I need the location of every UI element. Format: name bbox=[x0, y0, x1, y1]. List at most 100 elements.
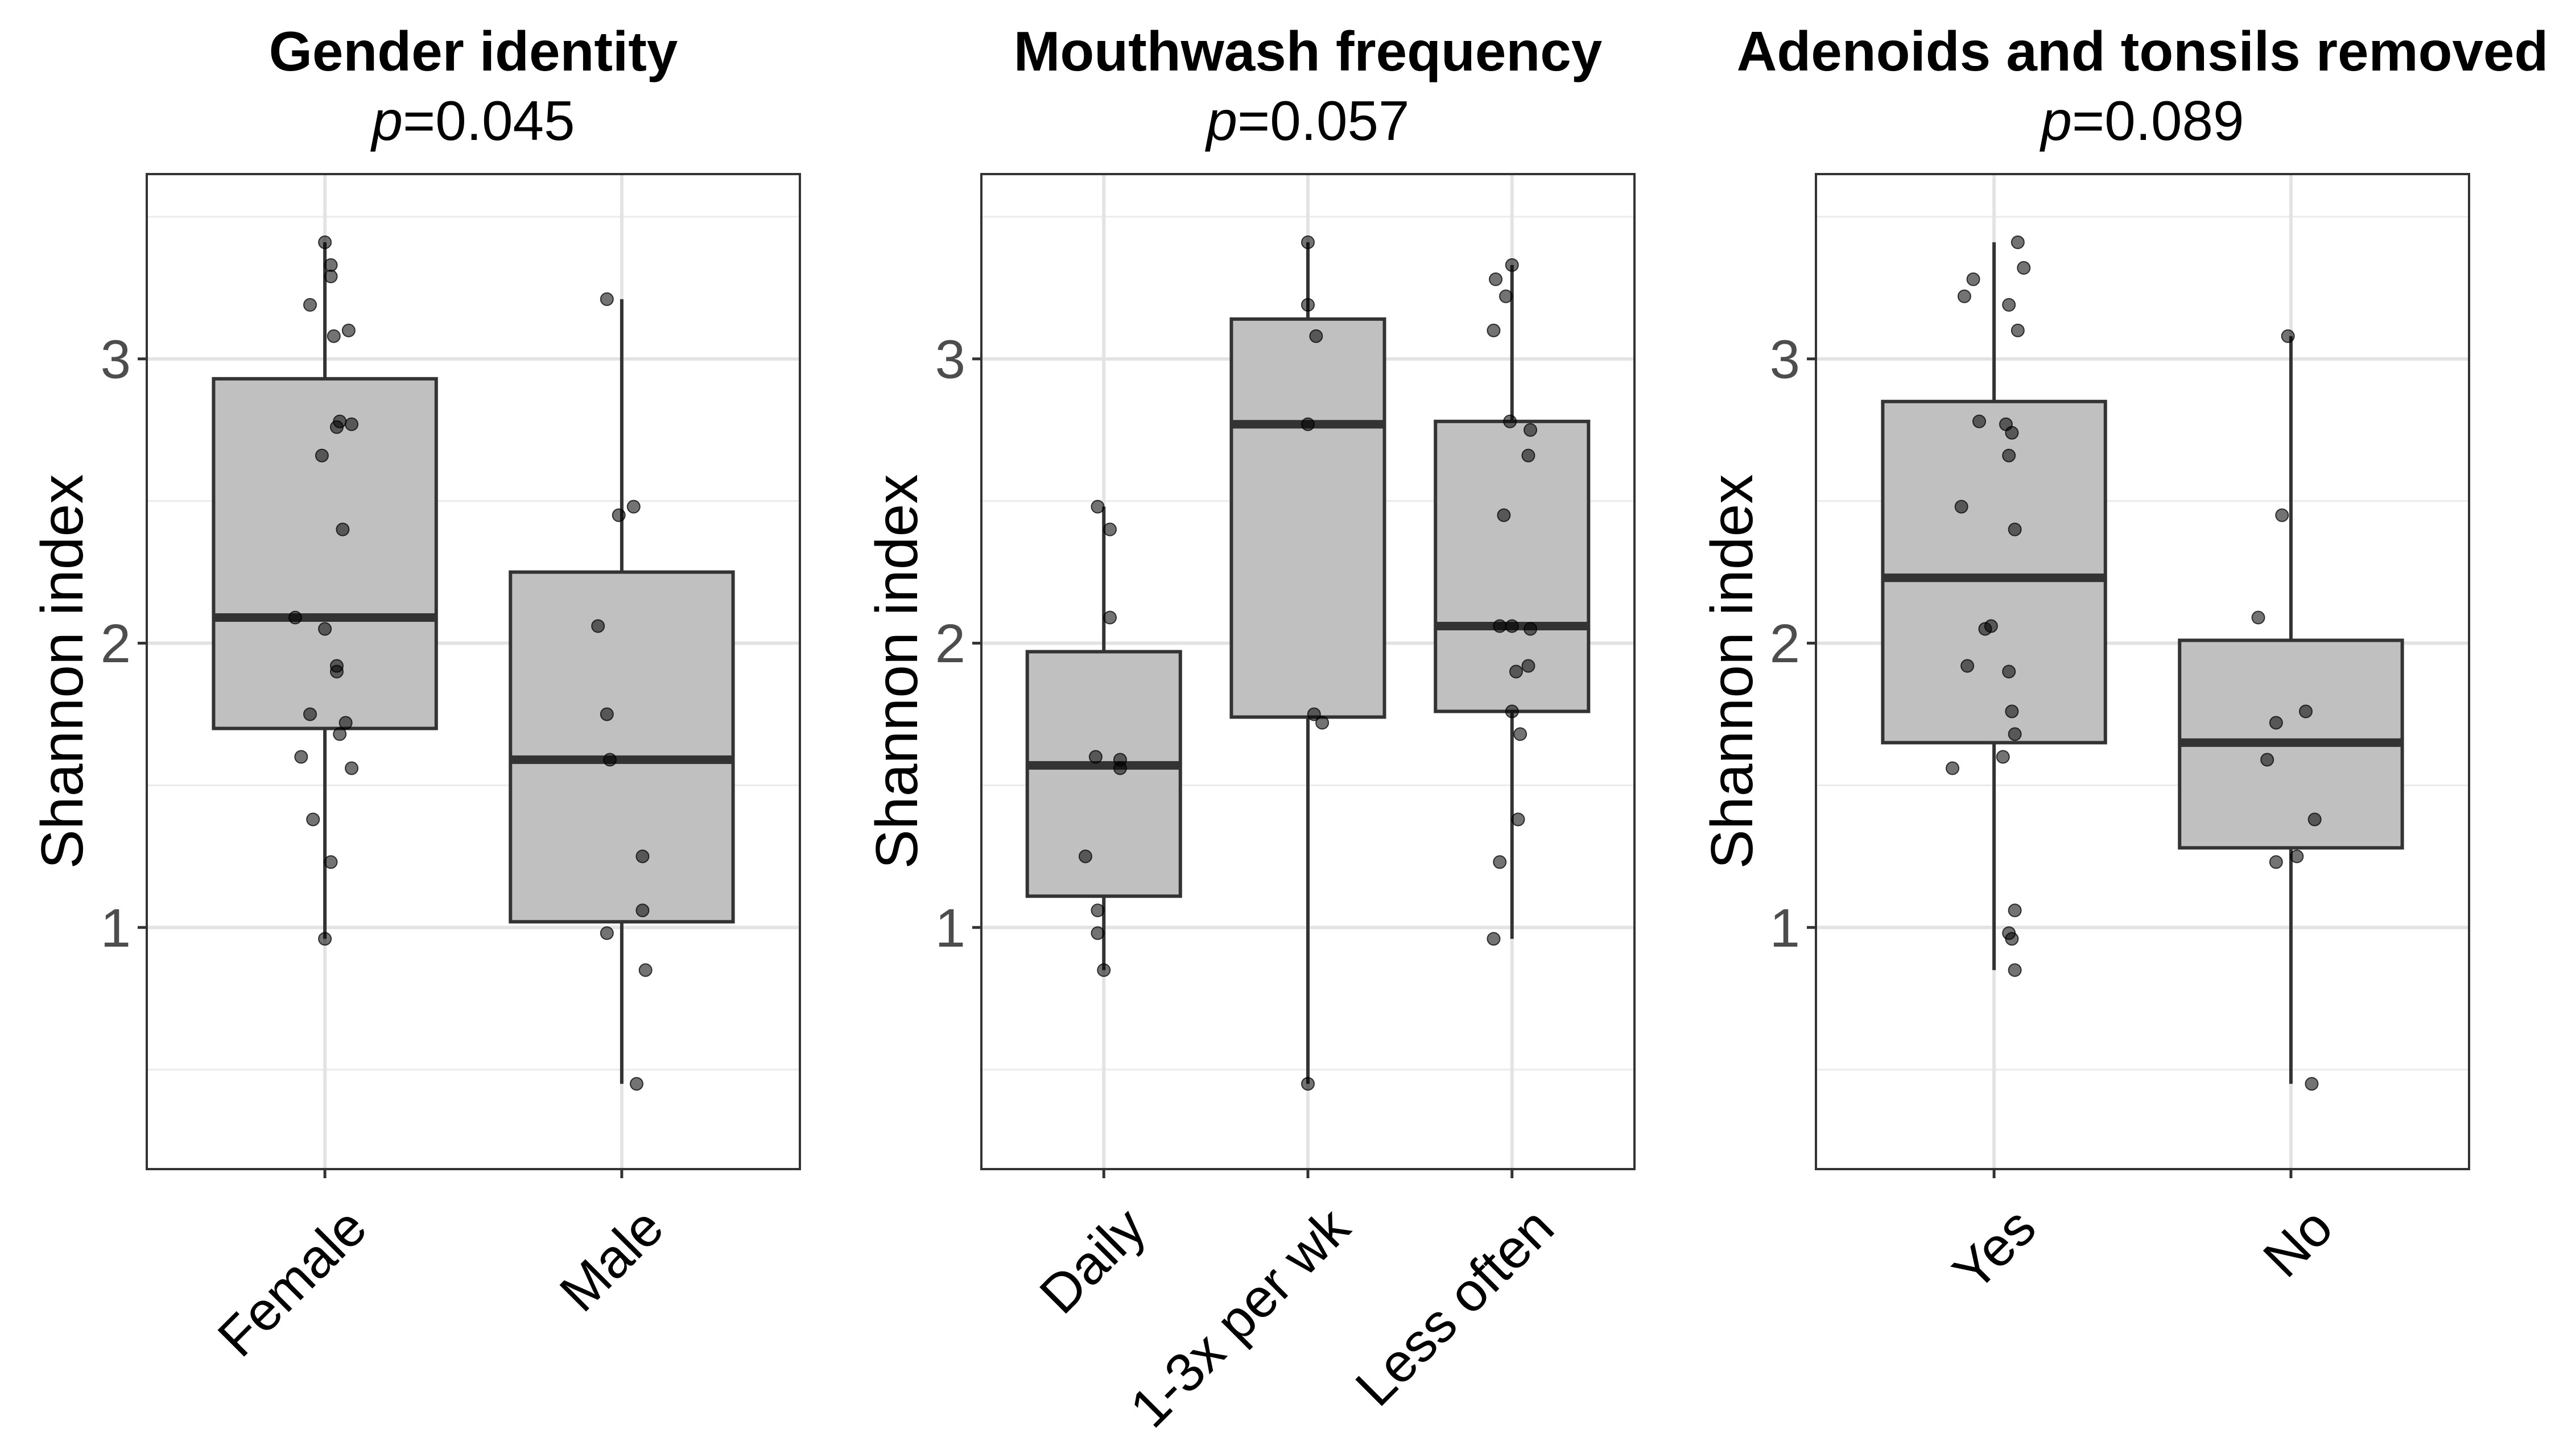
data-point bbox=[1524, 423, 1538, 437]
data-point bbox=[1996, 750, 2010, 764]
data-point bbox=[306, 812, 320, 827]
data-point bbox=[2005, 426, 2019, 440]
data-point bbox=[2275, 508, 2289, 522]
panel-gender-identity: 1 2 3 Female Male Gender identity p=0.045 Sha… bbox=[30, 20, 801, 1368]
p-value-label: p=0.045 bbox=[370, 89, 575, 152]
data-point bbox=[1487, 323, 1501, 337]
data-point bbox=[329, 420, 344, 434]
box-daily bbox=[1025, 506, 1182, 971]
data-point bbox=[288, 610, 302, 625]
data-point bbox=[1493, 855, 1507, 869]
y-axis-label: Shannon index bbox=[30, 474, 96, 869]
data-point bbox=[324, 855, 338, 869]
data-point bbox=[1966, 272, 1980, 286]
panel-adenoids-tonsils: 1 2 3 Yes No Adenoids and tonsils removed p=0… bbox=[1699, 20, 2548, 1302]
data-point bbox=[1315, 716, 1330, 730]
x-tick-label: Female bbox=[207, 1196, 378, 1368]
data-point bbox=[1097, 963, 1111, 977]
data-point bbox=[303, 707, 317, 721]
data-point bbox=[2260, 753, 2274, 767]
data-point bbox=[1301, 1077, 1315, 1091]
data-point bbox=[2002, 298, 2016, 312]
data-point bbox=[626, 499, 641, 514]
box-male bbox=[509, 299, 735, 1084]
y-axis-label: Shannon index bbox=[864, 474, 930, 869]
box-1-3x-per-wk bbox=[1229, 242, 1386, 1084]
data-point bbox=[318, 235, 332, 249]
box-female bbox=[212, 242, 438, 939]
data-point bbox=[1309, 329, 1323, 343]
data-point bbox=[336, 522, 350, 536]
x-tick-label: No bbox=[2252, 1196, 2344, 1289]
data-point bbox=[591, 619, 605, 633]
data-point bbox=[1521, 659, 1535, 673]
data-point bbox=[1497, 508, 1511, 522]
data-point bbox=[635, 903, 650, 918]
data-point bbox=[341, 323, 356, 337]
data-point bbox=[2008, 903, 2022, 918]
y-axis-label: Shannon index bbox=[1699, 474, 1765, 869]
panel-title: Mouthwash frequency bbox=[1014, 20, 1603, 82]
data-point bbox=[2307, 812, 2322, 827]
data-point bbox=[1972, 414, 1986, 428]
data-point bbox=[1511, 812, 1525, 827]
data-point bbox=[329, 664, 344, 679]
data-point bbox=[1489, 272, 1503, 286]
data-point bbox=[600, 707, 614, 721]
data-point bbox=[324, 258, 338, 272]
data-point bbox=[1505, 704, 1519, 719]
data-point bbox=[2305, 1077, 2319, 1091]
box-yes bbox=[1881, 242, 2107, 971]
box-less-often bbox=[1434, 265, 1591, 939]
data-point bbox=[338, 716, 353, 730]
data-point bbox=[2299, 704, 2313, 719]
data-point bbox=[603, 753, 617, 767]
panel-border bbox=[146, 173, 801, 1170]
data-point bbox=[1301, 235, 1315, 249]
panel-border bbox=[1815, 173, 2470, 1170]
panel-title: Adenoids and tonsils removed bbox=[1737, 20, 2549, 82]
y-tick-label: 3 bbox=[935, 329, 965, 390]
data-point bbox=[1103, 522, 1117, 536]
x-tick-label: Male bbox=[548, 1196, 675, 1323]
box-iqr bbox=[509, 570, 735, 924]
data-point bbox=[2269, 855, 2283, 869]
data-point bbox=[327, 329, 341, 343]
data-point bbox=[1513, 727, 1528, 741]
data-point bbox=[1978, 622, 1992, 636]
data-point bbox=[2005, 932, 2019, 946]
data-point bbox=[1091, 499, 1105, 514]
data-point bbox=[1088, 750, 1103, 764]
data-point bbox=[2008, 963, 2022, 977]
data-point bbox=[2002, 664, 2016, 679]
y-tick-label: 1 bbox=[1770, 898, 1800, 959]
data-point bbox=[2011, 323, 2025, 337]
p-value-label: p=0.057 bbox=[1205, 89, 1410, 152]
data-point bbox=[2290, 849, 2304, 864]
data-point bbox=[600, 926, 614, 940]
data-point bbox=[1503, 414, 1517, 428]
data-point bbox=[1307, 707, 1321, 721]
data-point bbox=[1509, 664, 1523, 679]
data-point bbox=[2017, 261, 2031, 275]
data-point bbox=[630, 1077, 643, 1091]
data-point bbox=[1301, 298, 1315, 312]
box-iqr bbox=[1881, 399, 2107, 745]
data-point bbox=[1498, 289, 1513, 303]
data-point bbox=[2002, 448, 2016, 463]
data-point bbox=[318, 932, 332, 946]
data-point bbox=[1505, 619, 1519, 633]
data-point bbox=[600, 292, 614, 306]
box-iqr bbox=[1025, 650, 1182, 898]
data-point bbox=[2251, 610, 2265, 625]
data-point bbox=[2008, 522, 2022, 536]
data-point bbox=[635, 849, 650, 864]
data-point bbox=[2011, 235, 2025, 249]
data-point bbox=[1113, 761, 1127, 775]
y-tick-label: 2 bbox=[935, 613, 965, 674]
data-point bbox=[1505, 258, 1519, 272]
x-tick-label: Less often bbox=[1344, 1196, 1566, 1418]
data-point bbox=[2008, 727, 2022, 741]
